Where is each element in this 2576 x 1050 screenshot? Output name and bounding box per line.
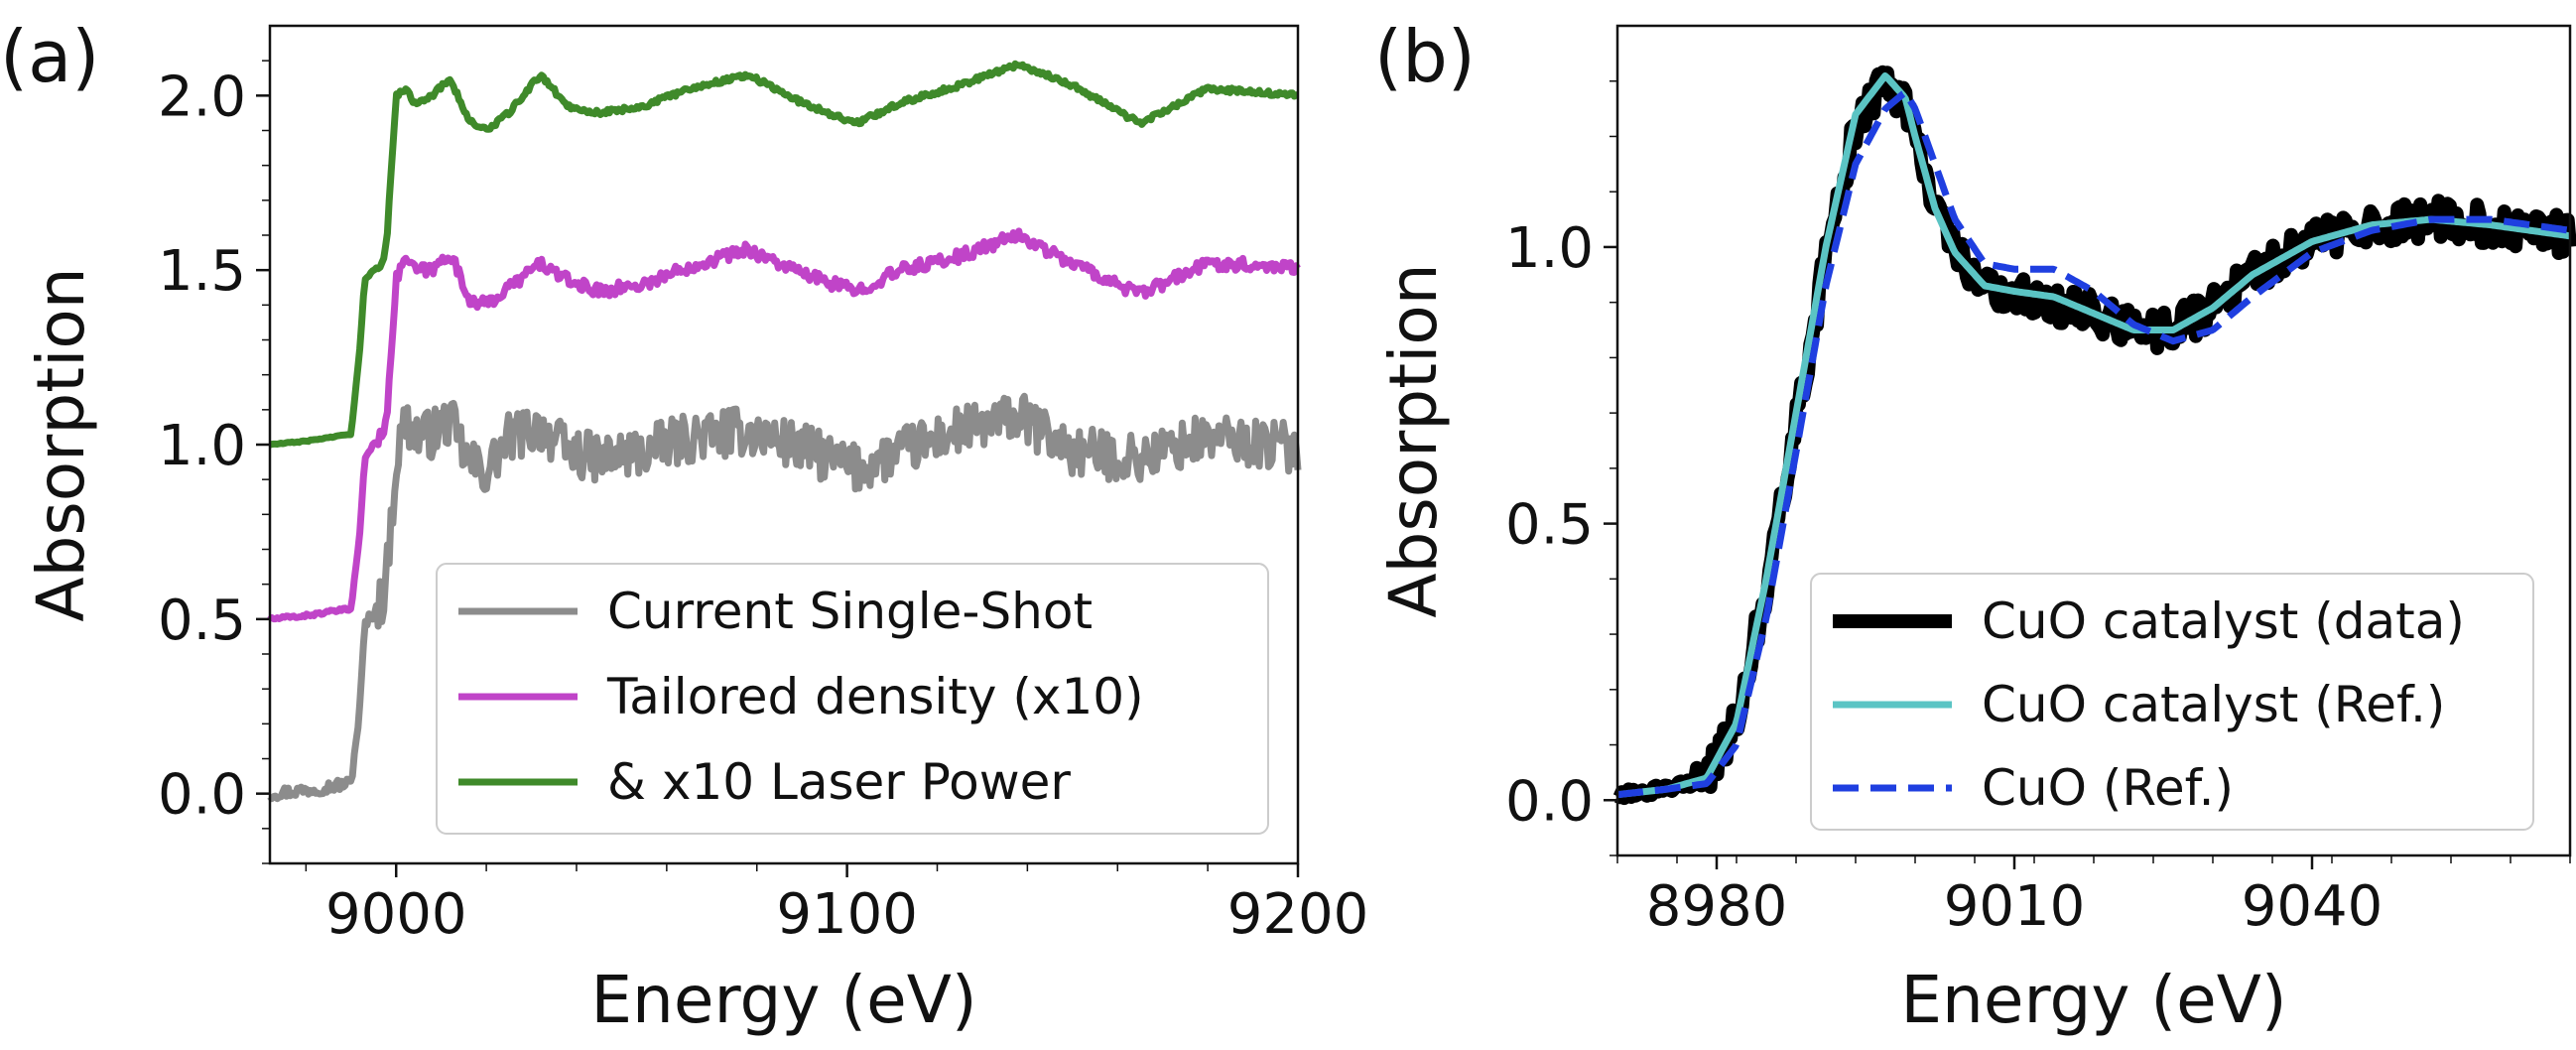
series-line-current-single-shot — [267, 392, 1302, 803]
legend-label: CuO (Ref.) — [1982, 759, 2234, 817]
x-tick-label: 9010 — [1944, 874, 2086, 939]
series-line-cuo-ref — [1615, 88, 2572, 799]
panel-a-y-axis-label: Absorption — [23, 267, 99, 621]
panel-b-label: (b) — [1374, 15, 1476, 98]
y-tick-label: 1.5 — [158, 239, 246, 304]
legend-box — [1810, 573, 2534, 831]
legend-label: CuO catalyst (Ref.) — [1982, 676, 2445, 733]
legend-label: & x10 Laser Power — [607, 753, 1071, 811]
y-tick-label: 0.5 — [1505, 493, 1594, 558]
y-tick-label: 0.0 — [158, 763, 246, 828]
series-line-x10-laser-power — [268, 60, 1300, 449]
x-tick-label: 9200 — [1227, 882, 1369, 947]
y-tick-label: 1.0 — [1505, 216, 1594, 281]
x-tick-label: 8980 — [1646, 874, 1788, 939]
panel-a-legend: Current Single-Shot Tailored density (x10… — [436, 563, 1269, 835]
panel-b-legend: CuO catalyst (data) CuO catalyst (Ref.) Cu… — [1810, 573, 2534, 831]
x-tick-label: 9000 — [325, 882, 467, 947]
panel-b-ticks: 8980 9010 9040 0.0 0.5 1.0 — [1505, 79, 2571, 939]
x-tick-label: 9040 — [2242, 874, 2383, 939]
legend-label: CuO catalyst (data) — [1982, 592, 2465, 650]
panel-a-plot-area — [267, 60, 1302, 803]
panel-b-y-axis-label: Absorption — [1375, 263, 1452, 617]
panel-b-x-axis-label: Energy (eV) — [1900, 962, 2286, 1038]
x-tick-label: 9100 — [776, 882, 918, 947]
y-tick-label: 1.0 — [158, 414, 246, 478]
series-line-tailored-density-x10 — [267, 227, 1301, 623]
panel-b-plot-area — [1612, 65, 2576, 806]
panel-b-chart: (b) 8980 9010 9040 0.0 0.5 1.0 Energy (eV) Ab… — [1374, 15, 2576, 1038]
y-tick-label: 2.0 — [158, 65, 246, 129]
y-tick-label: 0.5 — [158, 589, 246, 653]
panel-a-label: (a) — [0, 15, 99, 98]
legend-label: Tailored density (x10) — [606, 668, 1144, 725]
legend-label: Current Single-Shot — [607, 583, 1093, 640]
y-tick-label: 0.0 — [1505, 769, 1594, 834]
legend-box — [436, 563, 1269, 835]
panel-a-chart: (a) 9000 9100 9200 0.0 0.5 1.0 1.5 2.0 Energy (… — [0, 15, 1368, 1038]
panel-a-ticks: 9000 9100 9200 0.0 0.5 1.0 1.5 2.0 — [158, 60, 1369, 947]
panel-a-x-axis-label: Energy (eV) — [590, 962, 976, 1038]
